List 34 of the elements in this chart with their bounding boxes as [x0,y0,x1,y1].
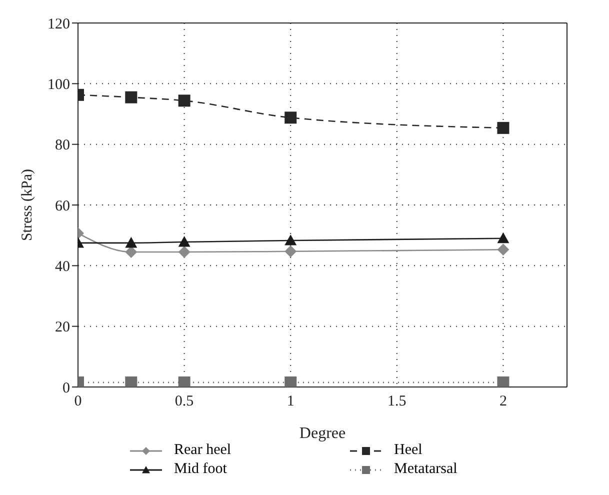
y-axis-title: Stress (kPa) [19,168,36,242]
point [125,376,138,387]
y-tick-label: 100 [48,76,70,93]
point [284,234,297,246]
x-tick-label: 0.5 [174,394,194,410]
legend-label: Heel [394,442,422,459]
x-tick-label: 2 [499,394,507,410]
point [178,236,190,247]
x-tick-label: 0 [74,394,82,410]
point [284,112,297,124]
x-tick-label: 1 [286,394,294,410]
point [284,376,297,387]
y-tick-label: 0 [62,380,70,396]
legend-label: Rear heel [174,442,232,459]
y-tick-label: 40 [55,258,70,275]
point [497,122,510,134]
point [497,244,510,256]
legend-label: Mid foot [174,461,227,478]
x-axis-title: Degree [299,425,346,442]
point [284,245,297,258]
point [178,376,190,387]
point [178,94,190,107]
point [497,232,510,244]
point [178,246,190,258]
point [125,91,138,104]
point [125,236,138,248]
point [125,246,138,258]
point [497,376,510,387]
y-tick-label: 80 [55,138,70,154]
x-tick-label: 1.5 [388,394,406,410]
y-tick-label: 60 [55,198,70,214]
y-tick-label: 20 [55,320,70,336]
y-tick-label: 120 [48,16,70,32]
legend-label: Metatarsal [394,461,458,478]
